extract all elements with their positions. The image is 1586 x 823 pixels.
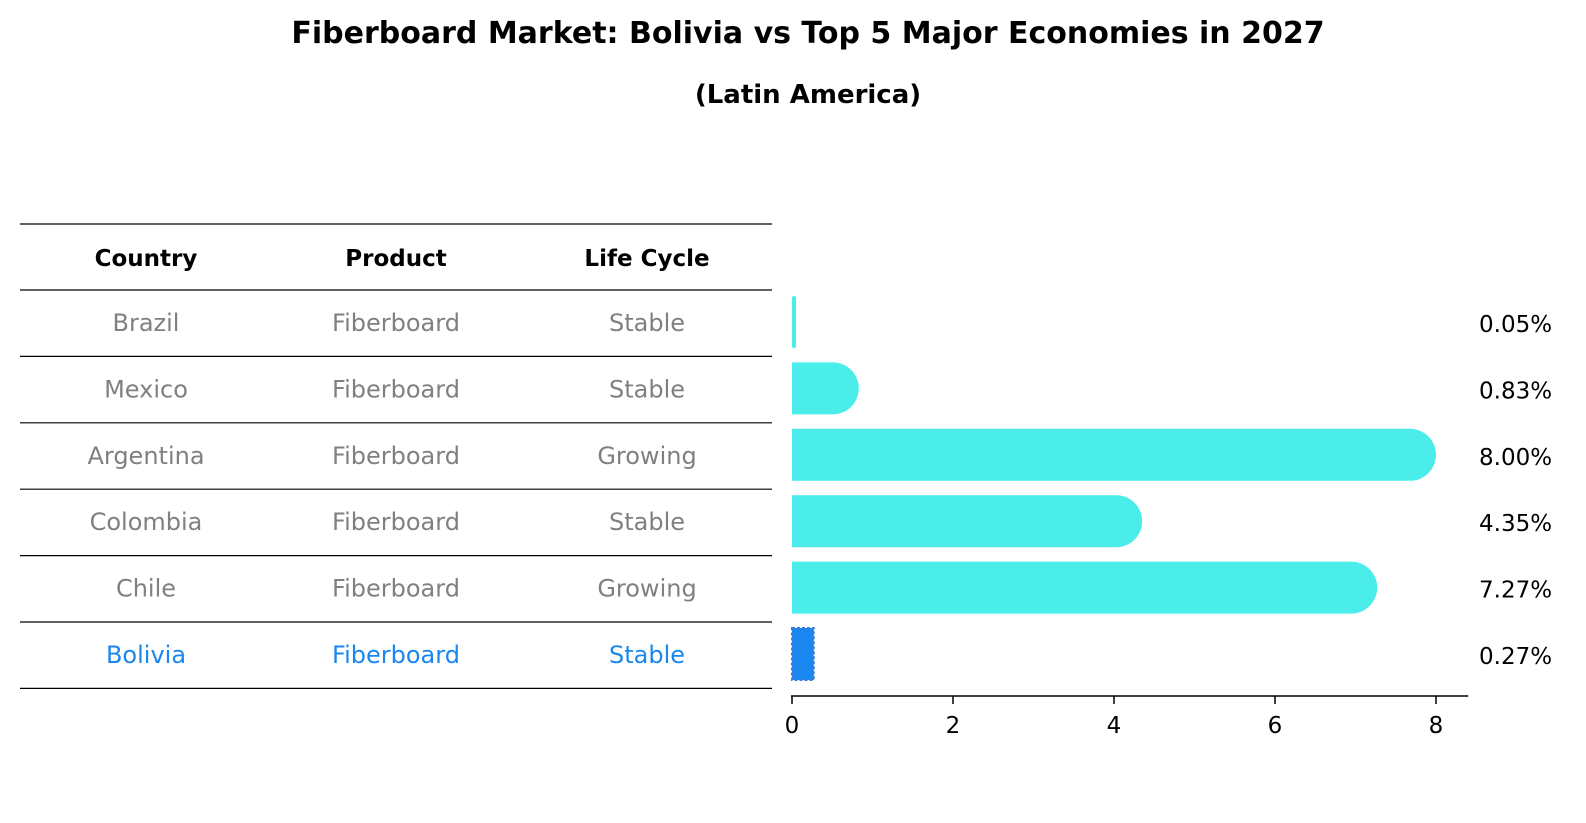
x-tick-label: 4 bbox=[1107, 713, 1122, 739]
data-table: Country Product Life Cycle Brazil Fiberboard… bbox=[20, 223, 772, 690]
table-cell: Chile bbox=[116, 575, 176, 603]
table-cell: Fiberboard bbox=[332, 309, 460, 337]
table-cell: Growing bbox=[597, 442, 696, 470]
table-cell: Stable bbox=[609, 375, 685, 403]
x-tick-label: 6 bbox=[1268, 713, 1283, 739]
table-cell: Mexico bbox=[104, 375, 188, 403]
x-tick-label: 8 bbox=[1429, 713, 1444, 739]
chart-subtitle: (Latin America) bbox=[694, 80, 922, 110]
bar-mexico bbox=[792, 362, 859, 415]
table-cell: Colombia bbox=[90, 508, 203, 536]
bar-argentina bbox=[792, 428, 1436, 481]
value-label: 4.35% bbox=[1479, 511, 1552, 537]
x-tick-label: 0 bbox=[785, 713, 800, 739]
value-label: 7.27% bbox=[1479, 578, 1552, 604]
table-cell: Fiberboard bbox=[332, 375, 460, 403]
table-cell: Fiberboard bbox=[332, 442, 460, 470]
chart-title: Fiberboard Market: Bolivia vs Top 5 Majo… bbox=[291, 16, 1325, 51]
table-header-cell: Product bbox=[345, 246, 446, 272]
table-header-cell: Country bbox=[95, 246, 198, 272]
bar-brazil bbox=[792, 296, 797, 348]
table-cell: Fiberboard bbox=[332, 575, 460, 603]
table-cell: Stable bbox=[609, 641, 685, 669]
value-label: 0.83% bbox=[1479, 378, 1552, 404]
value-label: 8.00% bbox=[1479, 445, 1552, 471]
value-labels: 0.05% 0.83% 8.00% 4.35% 7.27% 0.27% bbox=[1479, 312, 1552, 670]
bar-colombia bbox=[792, 495, 1143, 548]
bar-plot bbox=[791, 296, 1436, 681]
value-label: 0.05% bbox=[1479, 312, 1552, 338]
value-label: 0.27% bbox=[1479, 644, 1552, 670]
x-tick-label: 2 bbox=[946, 713, 961, 739]
bar-chile bbox=[792, 561, 1378, 614]
table-cell: Argentina bbox=[87, 442, 204, 470]
table-cell: Stable bbox=[609, 309, 685, 337]
table-cell: Fiberboard bbox=[332, 641, 460, 669]
table-cell: Growing bbox=[597, 575, 696, 603]
table-cell: Bolivia bbox=[106, 641, 186, 669]
table-cell: Stable bbox=[609, 508, 685, 536]
x-axis: 0 2 4 6 8 bbox=[785, 695, 1469, 739]
table-cell: Fiberboard bbox=[332, 508, 460, 536]
table-cell: Brazil bbox=[113, 309, 180, 337]
table-header-cell: Life Cycle bbox=[584, 246, 709, 272]
bar-bolivia bbox=[791, 627, 815, 681]
